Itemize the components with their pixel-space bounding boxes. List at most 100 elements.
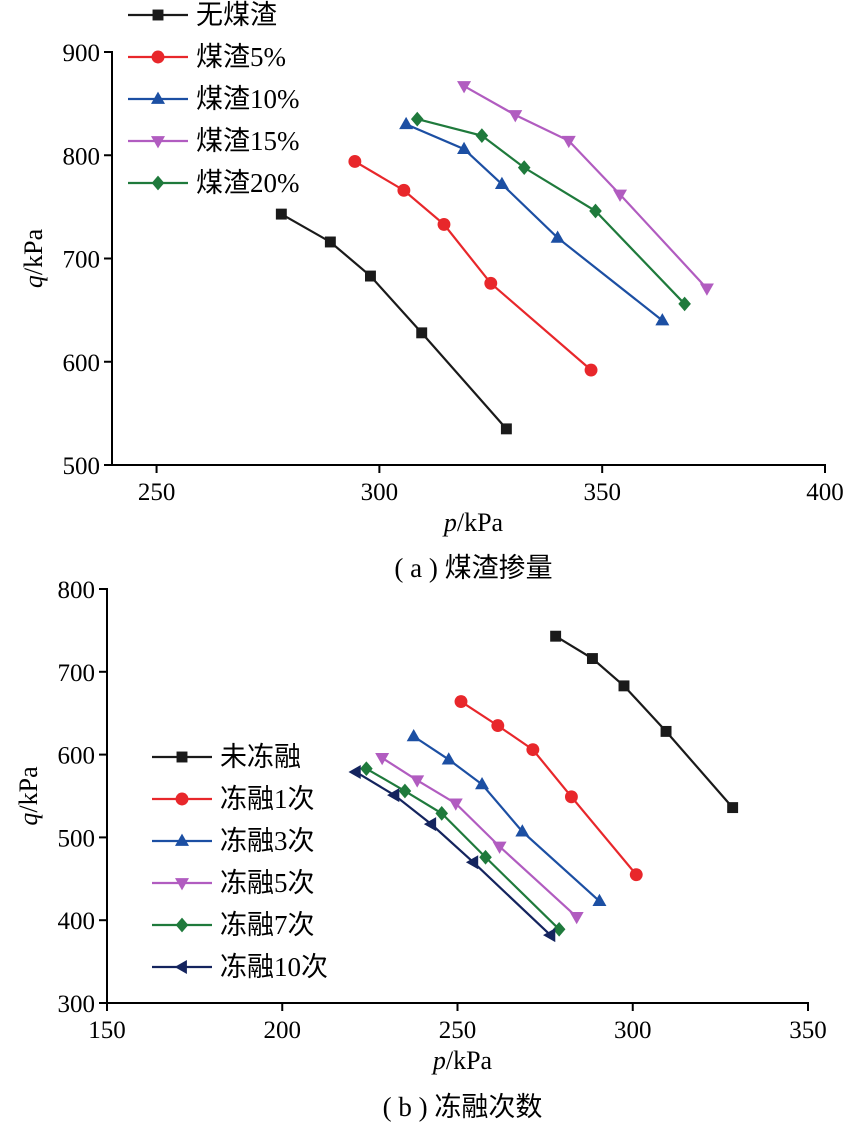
chart-b-data-point-冻融3次 (475, 777, 490, 790)
chart-a-y-tick-label: 700 (63, 247, 101, 274)
chart-a-data-point-煤渣5pct (348, 155, 362, 168)
chart-b-x-tick-label: 350 (789, 1017, 827, 1044)
chart-a-data-point-煤渣20pct (517, 160, 531, 175)
chart-a-legend-label: 无煤渣 (196, 0, 277, 30)
chart-b-data-point-冻融7次 (479, 849, 492, 865)
chart-a-x-tick-label: 350 (583, 479, 621, 506)
chart-b-data-point-冻融10次 (423, 817, 437, 832)
chart-b-data-point-冻融10次 (387, 788, 400, 803)
chart-b-series-冻融10次 (348, 764, 556, 943)
chart-a-series-无煤渣 (275, 208, 512, 435)
chart-b-y-tick-label: 300 (58, 991, 96, 1018)
chart-b-legend-label: 冻融3次 (220, 826, 315, 856)
chart-b-series-冻融7次 (360, 761, 566, 937)
chart-a-y-tick-label: 800 (63, 143, 101, 170)
chart-b-legend-label: 冻融7次 (220, 910, 315, 940)
chart-b-x-tick-label: 150 (88, 1017, 126, 1044)
chart-b-data-point-未冻融 (660, 725, 672, 737)
chart-b-data-point-冻融3次 (406, 729, 421, 742)
chart-a-data-point-煤渣10pct (550, 230, 565, 243)
chart-a-legend-marker (151, 91, 165, 104)
chart-b-legend-label: 冻融10次 (220, 952, 328, 982)
chart-a-data-point-煤渣15pct (457, 81, 472, 94)
chart-a-legend-marker (151, 50, 165, 64)
chart-a-y-tick-label: 500 (63, 453, 101, 480)
chart-a-legend-label: 煤渣15% (196, 126, 300, 156)
chart-b-x-axis-label: p/kPa (431, 1046, 493, 1075)
chart-b-data-point-冻融1次 (526, 743, 540, 757)
chart-a-legend-label: 煤渣5% (196, 42, 286, 72)
chart-a-data-point-无煤渣 (500, 423, 512, 435)
chart-b-data-point-冻融10次 (348, 764, 361, 779)
chart-b-legend-marker (175, 833, 189, 846)
chart-a-x-tick-label: 300 (361, 479, 399, 506)
chart-b-data-point-冻融1次 (491, 719, 505, 733)
chart-b-legend-item-未冻融: 未冻融 (152, 742, 301, 772)
chart-a-data-point-无煤渣 (365, 270, 376, 282)
chart-a-x-axis-label: p/kPa (442, 508, 504, 537)
chart-a-data-point-煤渣15pct (699, 283, 714, 296)
chart-b-legend-marker (174, 960, 187, 974)
chart-b-data-point-未冻融 (618, 680, 630, 692)
chart-b-data-point-冻融3次 (441, 752, 456, 765)
chart-b-legend-marker (175, 917, 189, 933)
chart-a-series-煤渣5pct (348, 155, 598, 377)
chart-b-data-point-冻融5次 (375, 753, 390, 766)
chart-a-legend-label: 煤渣10% (196, 84, 300, 114)
chart-a-legend-marker (151, 136, 165, 149)
chart-b-x-tick-label: 250 (439, 1017, 477, 1044)
chart-a-data-point-煤渣10pct (494, 176, 509, 190)
chart-a-data-point-煤渣20pct (589, 203, 602, 219)
chart-b-data-point-冻融7次 (398, 783, 412, 799)
chart-b-y-tick-label: 500 (58, 825, 96, 852)
chart-b-data-point-冻融1次 (454, 695, 468, 709)
chart-a-coal-slag-content: 250 300 350 400 500 600 700 800 900 p/kPa q/kPa ( a… (19, 0, 844, 583)
chart-b-y-tick-label: 700 (58, 660, 96, 687)
chart-b-y-axis-label: q/kPa (14, 766, 43, 826)
chart-a-data-point-煤渣5pct (484, 276, 498, 290)
chart-b-legend-marker (175, 878, 189, 891)
chart-a-x-tick-label: 250 (138, 479, 176, 506)
chart-a-series-煤渣20pct (410, 111, 691, 312)
chart-b-series-line-未冻融 (555, 635, 734, 809)
chart-a-data-point-无煤渣 (324, 236, 336, 248)
chart-b-data-point-冻融5次 (448, 798, 463, 811)
chart-b-legend-marker (176, 751, 188, 763)
chart-b-data-point-冻融7次 (435, 806, 449, 821)
chart-a-data-point-煤渣15pct (613, 189, 628, 202)
chart-b-legend-label: 未冻融 (220, 742, 301, 772)
chart-b-legend-item-冻融5次: 冻融5次 (152, 868, 315, 898)
chart-b-freeze-thaw-cycles: 150 200 250 300 350 300 400 500 600 700 800 p/kPa q/… (14, 577, 827, 1122)
chart-a-data-point-煤渣20pct (475, 128, 489, 143)
chart-b-series-冻融1次 (454, 695, 643, 882)
chart-a-data-point-煤渣10pct (655, 313, 670, 326)
chart-a-data-point-无煤渣 (416, 327, 428, 339)
chart-a-series-煤渣15pct (457, 81, 714, 296)
chart-b-data-point-冻融5次 (569, 911, 584, 925)
chart-b-legend-label: 冻融1次 (220, 784, 315, 814)
chart-a-legend-marker (152, 9, 164, 21)
chart-b-data-point-冻融1次 (629, 868, 643, 882)
chart-b-legend-item-冻融7次: 冻融7次 (152, 910, 315, 940)
chart-b-data-point-冻融3次 (515, 824, 530, 837)
chart-b-data-point-冻融3次 (592, 893, 607, 907)
chart-a-legend-marker (151, 175, 165, 191)
chart-b-x-tick-label: 300 (614, 1017, 652, 1044)
chart-b-y-tick-label: 400 (58, 908, 96, 935)
chart-a-legend-label: 煤渣20% (196, 168, 300, 198)
chart-b-data-point-冻融10次 (543, 928, 556, 943)
chart-a-y-tick-label: 600 (63, 350, 101, 377)
chart-a-series-line-煤渣5pct (354, 160, 592, 371)
chart-a-series-煤渣10pct (399, 116, 670, 326)
chart-b-series-冻融3次 (406, 729, 607, 907)
chart-b-y-tick-label: 800 (58, 577, 96, 604)
chart-b-legend-item-冻融1次: 冻融1次 (152, 784, 315, 814)
chart-a-legend-item-煤渣20pct: 煤渣20% (128, 168, 300, 198)
chart-a-legend-item-煤渣10pct: 煤渣10% (128, 84, 300, 114)
chart-a-legend-item-无煤渣: 无煤渣 (128, 0, 277, 30)
chart-a-data-point-煤渣5pct (437, 217, 451, 231)
chart-b-caption: ( b ) 冻融次数 (383, 1092, 543, 1122)
chart-a-x-tick-label: 400 (806, 479, 844, 506)
chart-b-x-tick-label: 200 (264, 1017, 302, 1044)
